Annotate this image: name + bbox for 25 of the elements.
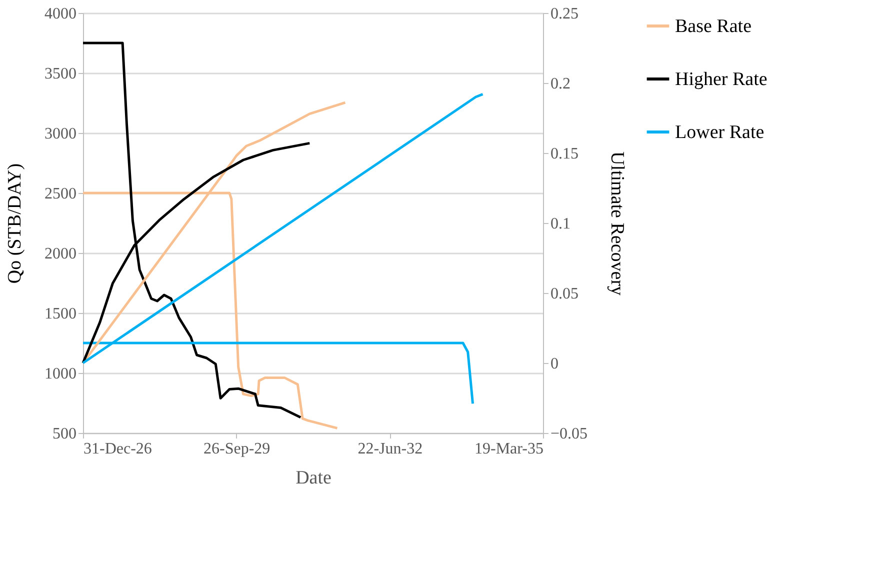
y-tick-label: 4000 xyxy=(44,6,76,22)
legend-label: Higher Rate xyxy=(675,69,768,90)
x-tick-label: 22-Jun-32 xyxy=(358,440,423,458)
y2-tick-label: 0.15 xyxy=(550,146,578,162)
y-tick-label: 2000 xyxy=(44,246,76,262)
x-tick-label: 31-Dec-26 xyxy=(84,440,152,458)
x-axis-title: Date xyxy=(296,468,332,488)
y2-tick-label: 0 xyxy=(550,356,558,372)
y-tick-label: 2500 xyxy=(44,186,76,202)
y-tick-label: 1500 xyxy=(44,306,76,322)
y2-tick-label: 0.2 xyxy=(550,76,570,92)
y2-axis-title: Ultimate Recovery xyxy=(606,151,628,296)
x-tick-label: 26-Sep-29 xyxy=(204,440,270,458)
y2-tick-label: −0.05 xyxy=(550,426,588,442)
y-axis-title: Qo (STB/DAY) xyxy=(4,163,26,284)
y-tick-label: 3000 xyxy=(44,126,76,142)
legend-label: Base Rate xyxy=(675,16,752,37)
y-tick-label: 3500 xyxy=(44,66,76,82)
y2-tick-label: 0.25 xyxy=(550,6,578,22)
y-tick-label: 500 xyxy=(52,426,76,442)
legend-label: Lower Rate xyxy=(675,122,764,143)
y-tick-label: 1000 xyxy=(44,366,76,382)
y2-tick-label: 0.1 xyxy=(550,216,570,232)
y2-tick-label: 0.05 xyxy=(550,286,578,302)
x-tick-label: 19-Mar-35 xyxy=(474,440,544,458)
